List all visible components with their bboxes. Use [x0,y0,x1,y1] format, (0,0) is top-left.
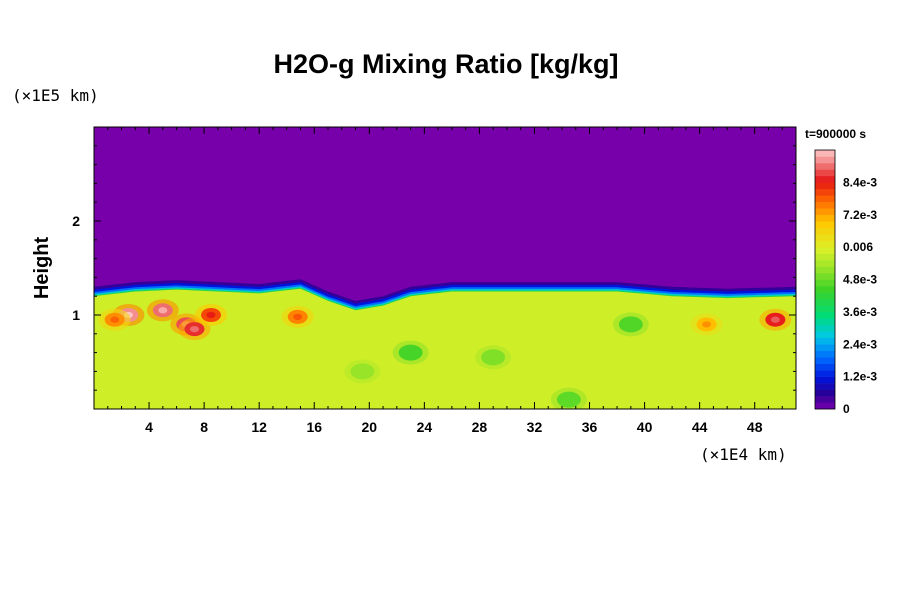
colorbar-segment [815,337,835,345]
colorbar-segment [815,344,835,352]
colorbar-segment [815,195,835,203]
moisture-feature-core [158,307,168,314]
colorbar-segment [815,311,835,319]
colorbar-segment [815,331,835,339]
colorbar-label: 0.006 [843,240,873,254]
y-tick-label: 1 [72,307,80,323]
colorbar-label: 1.2e-3 [843,370,877,384]
chart-title: H2O-g Mixing Ratio [kg/kg] [273,49,618,79]
colorbar [814,149,836,410]
colorbar-segment [815,175,835,183]
colorbar-segment [815,370,835,377]
x-tick-label: 20 [362,419,378,435]
x-tick-label: 8 [200,419,208,435]
colorbar-segment [815,214,835,222]
colorbar-segment [815,389,835,397]
moisture-feature-core [702,321,712,328]
colorbar-segment [815,234,835,241]
colorbar-label: 3.6e-3 [843,305,877,319]
colorbar-segment [815,253,835,261]
moisture-feature [398,344,423,361]
colorbar-label: 2.4e-3 [843,337,877,351]
colorbar-segment [815,298,835,306]
x-tick-label: 28 [472,419,488,435]
time-label: t=900000 s [805,127,866,141]
y-tick-label: 2 [72,213,80,229]
x-tick-label: 36 [582,419,598,435]
colorbar-segment [815,324,835,332]
x-tick-label: 32 [527,419,543,435]
colorbar-label: 7.2e-3 [843,208,877,222]
y-axis-label: Height [31,237,53,300]
colorbar-segment [815,402,835,410]
x-axis-unit: (×1E4 km) [700,445,787,464]
colorbar-segment [815,169,835,177]
colorbar-segment [815,318,835,326]
colorbar-segment [815,150,835,157]
colorbar-segment [815,396,835,403]
colorbar-label: 4.8e-3 [843,273,877,287]
colorbar-segment [815,221,835,228]
colorbar-segment [815,156,835,164]
colorbar-segment [815,227,835,235]
colorbar-segment [815,266,835,274]
x-tick-label: 40 [637,419,653,435]
moisture-feature-core [110,316,120,323]
y-axis-unit: (×1E5 km) [12,86,99,105]
colorbar-segment [815,376,835,384]
colorbar-segment [815,350,835,358]
x-tick-label: 12 [251,419,267,435]
x-tick-label: 16 [306,419,322,435]
colorbar-frame [814,149,836,410]
moisture-feature-core [206,311,216,319]
moisture-feature-core [770,316,780,323]
colorbar-segment [815,363,835,371]
moisture-feature [618,316,643,333]
x-axis-ticks: 4 8 12 16 20 24 28 32 36 40 44 48 [107,127,783,435]
colorbar-segment [815,201,835,209]
colorbar-segment [815,247,835,254]
mixing-ratio-field [94,127,796,409]
colorbar-segment [815,162,835,170]
plot-frame [93,126,797,410]
colorbar-labels: 0 1.2e-3 2.4e-3 3.6e-3 4.8e-3 0.006 7.2e-3 8.4e… [843,175,877,416]
colorbar-segment [815,285,835,293]
x-tick-label: 48 [747,419,763,435]
x-tick-label: 4 [145,419,153,435]
colorbar-segment [815,260,835,267]
moisture-feature [556,391,581,408]
colorbar-segment [815,305,835,313]
moisture-feature-core [189,325,199,333]
colorbar-label: 0 [843,402,850,416]
y-axis-ticks: 12 [72,145,796,391]
colorbar-segment [815,188,835,196]
colorbar-segment [815,383,835,390]
moisture-feature-core [293,313,303,321]
x-tick-label: 44 [692,419,708,435]
moist-layer [94,288,796,409]
colorbar-segment [815,208,835,216]
colorbar-segment [815,273,835,280]
colorbar-segment [815,357,835,364]
colorbar-segment [815,182,835,190]
colorbar-label: 8.4e-3 [843,175,877,189]
colorbar-segment [815,279,835,287]
plot-area [93,126,797,410]
moisture-feature [481,349,506,366]
colorbar-segment [815,240,835,248]
x-tick-label: 24 [417,419,433,435]
moisture-feature [350,363,375,380]
colorbar-segment [815,292,835,300]
